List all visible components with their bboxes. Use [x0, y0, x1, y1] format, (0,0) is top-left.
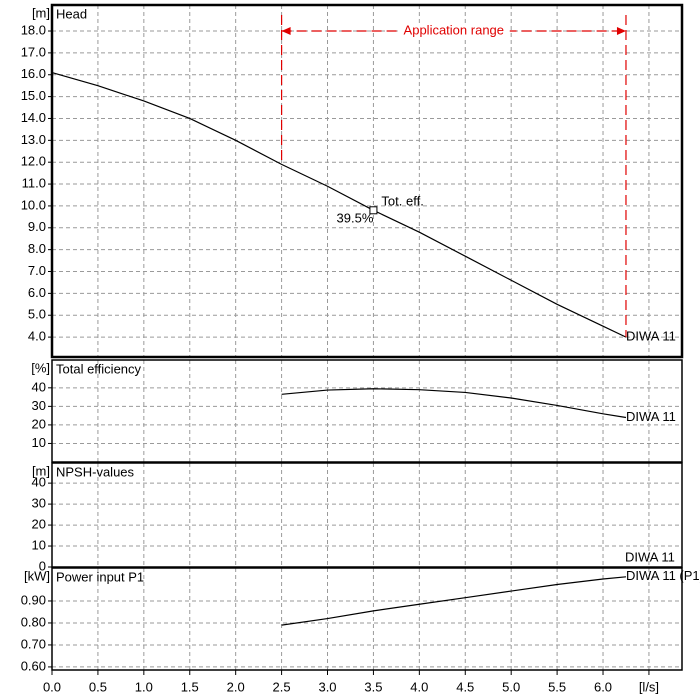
label-bg	[397, 23, 510, 40]
y-tick-label: 6.0	[28, 285, 46, 300]
x-tick-label: 1.0	[135, 679, 153, 694]
panel-frame	[51, 462, 683, 568]
x-tick-label: 2.5	[273, 679, 291, 694]
legend-label: DIWA 11	[625, 549, 675, 564]
y-unit-label: [m]	[32, 463, 50, 478]
point-label: Tot. eff.	[381, 194, 423, 209]
range-label: Application range	[404, 22, 504, 37]
legend-label: DIWA 11	[626, 329, 676, 344]
y-tick-label: 5.0	[28, 307, 46, 322]
y-tick-label: 18.0	[21, 22, 46, 37]
y-tick-label: 0.90	[21, 592, 46, 607]
y-tick-label: 10	[32, 435, 46, 450]
y-tick-label: 11.0	[22, 175, 46, 190]
x-tick-label: 0.5	[89, 679, 107, 694]
y-unit-label: [%]	[31, 360, 50, 375]
x-tick-label: 5.0	[502, 679, 520, 694]
y-tick-label: 16.0	[21, 66, 46, 81]
x-tick-label: 6.0	[594, 679, 612, 694]
y-unit-label: [kW]	[24, 568, 50, 583]
y-tick-label: 14.0	[21, 110, 46, 125]
arrow-head	[281, 27, 291, 36]
x-tick-label: 2.0	[227, 679, 245, 694]
panel-frame	[51, 567, 683, 671]
y-tick-label: 0	[39, 558, 46, 573]
y-tick-label: 40	[32, 379, 46, 394]
x-tick-label: 5.5	[548, 679, 566, 694]
y-tick-label: 10	[32, 537, 46, 552]
panel-title: Power input P1	[56, 569, 144, 584]
y-tick-label: 0.60	[21, 658, 46, 673]
panel-frame	[51, 359, 683, 463]
x-tick-label: [l/s]	[639, 679, 659, 694]
arrow-head	[616, 27, 626, 36]
y-tick-label: 30	[32, 398, 46, 413]
y-tick-label: 17.0	[21, 44, 46, 59]
y-tick-label: 20	[32, 517, 46, 532]
x-tick-label: 4.5	[456, 679, 474, 694]
y-tick-label: 30	[32, 496, 46, 511]
x-tick-label: 0.0	[43, 679, 61, 694]
panel-title: Head	[56, 6, 87, 21]
y-tick-label: 20	[32, 416, 46, 431]
x-tick-label: 3.5	[364, 679, 382, 694]
y-tick-label: 4.0	[28, 329, 46, 344]
panel-title: NPSH-values	[56, 464, 135, 479]
legend-label: DIWA 11 (P1)	[626, 568, 700, 583]
panel-title: Total efficiency	[56, 361, 142, 376]
efficiency-label: 39.5%	[337, 211, 374, 226]
y-unit-label: [m]	[32, 5, 50, 20]
y-tick-label: 0.70	[21, 636, 46, 651]
y-tick-label: 7.0	[28, 263, 46, 278]
x-tick-label: 3.0	[318, 679, 336, 694]
curve	[51, 71, 627, 338]
y-tick-label: 8.0	[28, 241, 46, 256]
y-tick-label: 40	[32, 475, 46, 490]
y-tick-label: 10.0	[21, 197, 46, 212]
legend-label: DIWA 11	[626, 409, 676, 424]
y-tick-label: 13.0	[21, 132, 46, 147]
y-tick-label: 0.80	[21, 614, 46, 629]
operating-point	[369, 206, 378, 215]
curve	[281, 576, 627, 626]
x-tick-label: 4.0	[410, 679, 428, 694]
y-tick-label: 15.0	[21, 88, 46, 103]
panel-frame	[50, 3, 684, 359]
curve	[281, 388, 627, 419]
y-tick-label: 9.0	[28, 219, 46, 234]
y-tick-label: 12.0	[21, 154, 46, 169]
x-tick-label: 1.5	[181, 679, 199, 694]
